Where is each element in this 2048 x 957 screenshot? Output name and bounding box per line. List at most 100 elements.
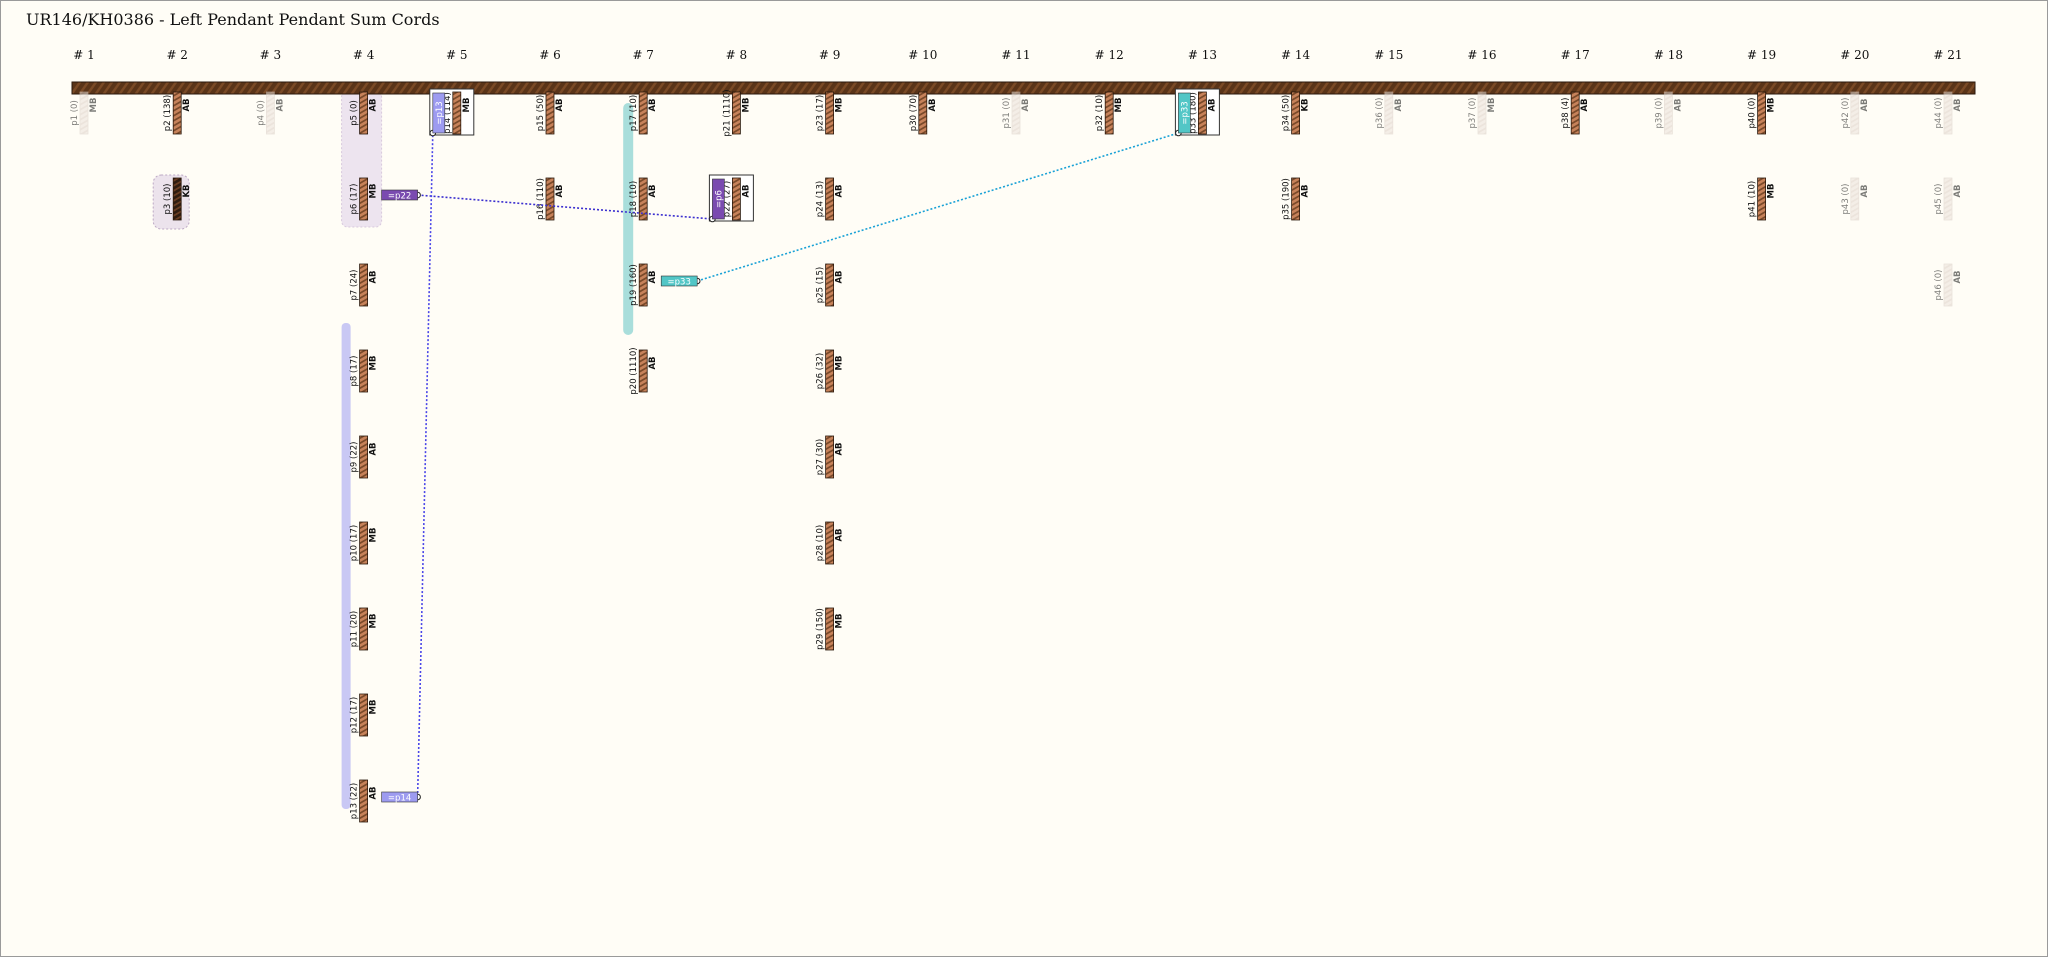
column-label: # 16 — [1467, 48, 1496, 62]
pendant-cord-p30[interactable]: p30 (70) AB — [909, 91, 938, 135]
cord-label: p30 (70) — [909, 95, 919, 131]
badge-label: =p13 — [435, 101, 445, 124]
group-bar-col7 — [623, 103, 634, 335]
pendant-cord-p23[interactable]: p23 (17) MB — [816, 91, 845, 135]
pendant-cord-p11[interactable]: p11 (20) MB — [350, 607, 379, 651]
pendant-cord-p40[interactable]: p40 (0) MB — [1748, 91, 1777, 135]
cord-label: p31 (0) — [1002, 98, 1012, 129]
pendant-cord-p16[interactable]: p16 (110) AB — [536, 177, 565, 221]
column-label: # 6 — [539, 48, 561, 62]
cord-color-code: MB — [1767, 98, 1777, 113]
pendant-cord-p24[interactable]: p24 (13) AB — [816, 177, 845, 221]
cord-label: p16 (110) — [536, 178, 546, 220]
cord-color-code: MB — [741, 98, 751, 113]
pendant-cord-p17[interactable]: p17 (10) AB — [629, 91, 658, 135]
pendant-cord-p1[interactable]: p1 (0) MB — [70, 91, 99, 135]
pendant-cord-p10[interactable]: p10 (17) MB — [350, 521, 379, 565]
cord-label: p13 (22) — [350, 783, 360, 819]
knot-badges: =p13 =p6 =p33 =p22 =p14 =p33 — [381, 92, 1191, 804]
pendant-cord-p19[interactable]: p19 (160) AB — [629, 263, 658, 307]
cord-body — [1943, 263, 1953, 307]
cord-body — [1291, 91, 1300, 135]
cord-color-code: MB — [1767, 184, 1777, 199]
pendant-cord-p27[interactable]: p27 (30) AB — [816, 435, 845, 479]
pendant-cord-p43[interactable]: p43 (0) AB — [1841, 177, 1870, 221]
pendant-cord-p29[interactable]: p29 (150) MB — [816, 607, 845, 651]
badge-label: =p14 — [388, 794, 411, 804]
pendant-cord-p5[interactable]: p5 (0) AB — [350, 91, 379, 135]
pendant-cord-p41[interactable]: p41 (10) MB — [1748, 177, 1777, 221]
pendant-cord-p6[interactable]: p6 (17) MB — [350, 177, 379, 221]
pendant-cord-p42[interactable]: p42 (0) AB — [1841, 91, 1870, 135]
column-label: # 8 — [726, 48, 748, 62]
knot-badge-badge-p33b[interactable]: =p33 — [660, 275, 698, 288]
pendant-cord-p28[interactable]: p28 (10) AB — [816, 521, 845, 565]
cord-label: p34 (50) — [1282, 95, 1292, 131]
pendant-cord-p38[interactable]: p38 (4) AB — [1561, 91, 1590, 135]
cord-color-code: AB — [928, 98, 938, 111]
cord-label: p33 (180) — [1188, 92, 1198, 134]
pendant-cord-p12[interactable]: p12 (17) MB — [350, 693, 379, 737]
cord-body — [638, 91, 648, 135]
sum-links — [414, 129, 1182, 801]
cord-body — [359, 521, 369, 565]
cord-color-code: AB — [648, 184, 658, 197]
cord-body — [1477, 91, 1487, 135]
pendant-cord-p4[interactable]: p4 (0) AB — [256, 91, 285, 135]
knot-badge-badge-p13[interactable]: =p13 — [432, 92, 446, 134]
pendant-cord-p39[interactable]: p39 (0) AB — [1654, 91, 1683, 135]
knot-badge-badge-p22[interactable]: =p22 — [381, 189, 418, 202]
cord-label: p18 (10) — [629, 181, 639, 217]
cord-body — [732, 91, 741, 135]
cord-body — [825, 263, 834, 307]
pendant-cord-p45[interactable]: p45 (0) AB — [1934, 177, 1963, 221]
pendant-cord-p13[interactable]: p13 (22) AB — [350, 779, 379, 823]
badge-label: =p6 — [714, 190, 724, 208]
pendant-cord-p31[interactable]: p31 (0) AB — [1002, 91, 1031, 135]
cord-color-code: KB — [1301, 98, 1311, 111]
pendant-cord-p9[interactable]: p9 (22) AB — [350, 435, 379, 479]
cord-color-code: AB — [555, 98, 565, 111]
pendant-cord-p26[interactable]: p26 (32) MB — [816, 349, 845, 393]
pendant-cord-p35[interactable]: p35 (190) AB — [1282, 177, 1311, 221]
column-label: # 11 — [1001, 48, 1030, 62]
knot-badge-badge-p6[interactable]: =p6 — [712, 178, 725, 220]
cord-body — [1943, 91, 1953, 135]
cord-color-code: AB — [648, 270, 658, 283]
sum-link-badge-p14 — [416, 132, 434, 798]
pendant-cord-p20[interactable]: p20 (1110) AB — [629, 347, 658, 394]
cord-body — [359, 779, 369, 823]
cord-color-code: AB — [275, 98, 285, 111]
cord-color-code: AB — [369, 442, 379, 455]
pendant-cord-p2[interactable]: p2 (138) AB — [163, 91, 192, 135]
knot-badge-badge-p14[interactable]: =p14 — [381, 791, 418, 804]
pendant-cord-p7[interactable]: p7 (24) AB — [350, 263, 379, 307]
cord-color-code: AB — [648, 356, 658, 369]
cord-color-code: MB — [369, 614, 379, 629]
pendant-cord-p8[interactable]: p8 (17) MB — [350, 349, 379, 393]
cord-body — [1664, 91, 1673, 135]
pendant-cord-p34[interactable]: p34 (50) KB — [1282, 91, 1311, 135]
pendant-cord-p15[interactable]: p15 (50) AB — [536, 91, 565, 135]
cord-color-code: AB — [1953, 270, 1963, 283]
pendant-cord-p18[interactable]: p18 (10) AB — [629, 177, 658, 221]
cord-label: p11 (20) — [350, 611, 360, 647]
pendant-cord-p21[interactable]: p21 (1110) MB — [722, 89, 751, 136]
cord-body — [825, 607, 834, 651]
cord-label: p35 (190) — [1282, 178, 1292, 220]
pendant-cord-p37[interactable]: p37 (0) MB — [1468, 91, 1497, 135]
pendant-cords: p1 (0) MB p2 (138) AB p3 (10) KB p4 (0) AB p5 (0… — [70, 88, 1963, 823]
pendant-cord-p44[interactable]: p44 (0) AB — [1934, 91, 1963, 135]
cord-body — [1757, 91, 1766, 135]
pendant-cord-p25[interactable]: p25 (15) AB — [816, 263, 845, 307]
pendant-cord-p3[interactable]: p3 (10) KB — [163, 177, 192, 221]
cord-body — [359, 607, 369, 651]
knot-badge-badge-p33[interactable]: =p33 — [1178, 92, 1191, 134]
pendant-cord-p36[interactable]: p36 (0) AB — [1375, 91, 1404, 135]
cord-label: p17 (10) — [629, 95, 639, 131]
cord-body — [359, 263, 369, 307]
pendant-cord-p32[interactable]: p32 (10) MB — [1095, 91, 1124, 135]
pendant-cord-p46[interactable]: p46 (0) AB — [1934, 263, 1963, 307]
cord-color-code: AB — [1673, 98, 1683, 111]
sum-link-badge-p33b — [696, 132, 1179, 282]
